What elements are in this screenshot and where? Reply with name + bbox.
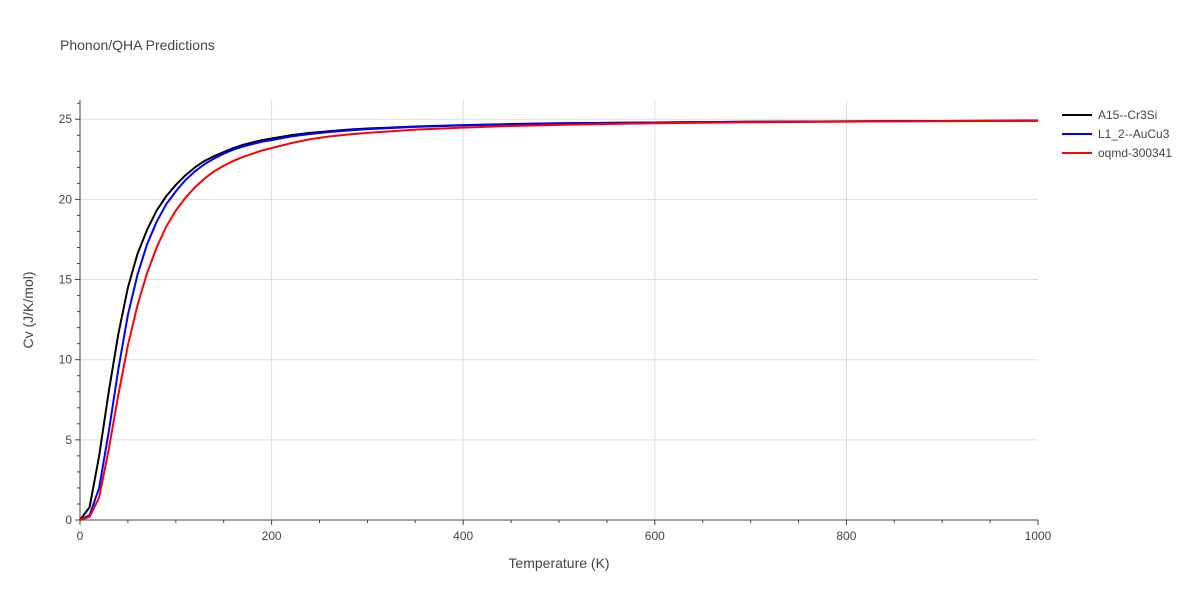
x-tick-label: 800 [836,529,856,543]
legend-item-1: L1_2--AuCu3 [1062,127,1170,141]
plot-area[interactable] [79,119,1039,521]
x-tick-label: 600 [645,529,665,543]
chart-title: Phonon/QHA Predictions [60,37,215,53]
legend-item-0: A15--Cr3Si [1062,108,1157,122]
legend-label: oqmd-300341 [1098,146,1172,160]
series-line-2 [79,119,1039,521]
y-tick-label: 10 [59,353,73,367]
axes [75,100,1039,525]
legend-label: L1_2--AuCu3 [1098,127,1170,141]
x-tick-label: 400 [453,529,473,543]
legend-label: A15--Cr3Si [1098,108,1157,122]
y-tick-label: 0 [65,513,72,527]
tick-labels: 0 200 400 600 800 1000 0 5 10 15 20 25 [59,112,1052,543]
legend-item-2: oqmd-300341 [1062,146,1172,160]
grid [80,100,1038,520]
legend[interactable]: A15--Cr3Si L1_2--AuCu3 oqmd-300341 [1062,108,1172,160]
x-axis-label: Temperature (K) [508,555,609,571]
y-axis-label: Cv (J/K/mol) [20,272,36,349]
x-tick-label: 1000 [1025,529,1052,543]
x-tick-label: 0 [77,529,84,543]
y-tick-label: 15 [59,273,73,287]
x-tick-label: 200 [262,529,282,543]
series-line-1 [79,119,1039,521]
y-tick-label: 5 [65,433,72,447]
y-tick-label: 25 [59,112,73,126]
y-tick-label: 20 [59,192,73,206]
